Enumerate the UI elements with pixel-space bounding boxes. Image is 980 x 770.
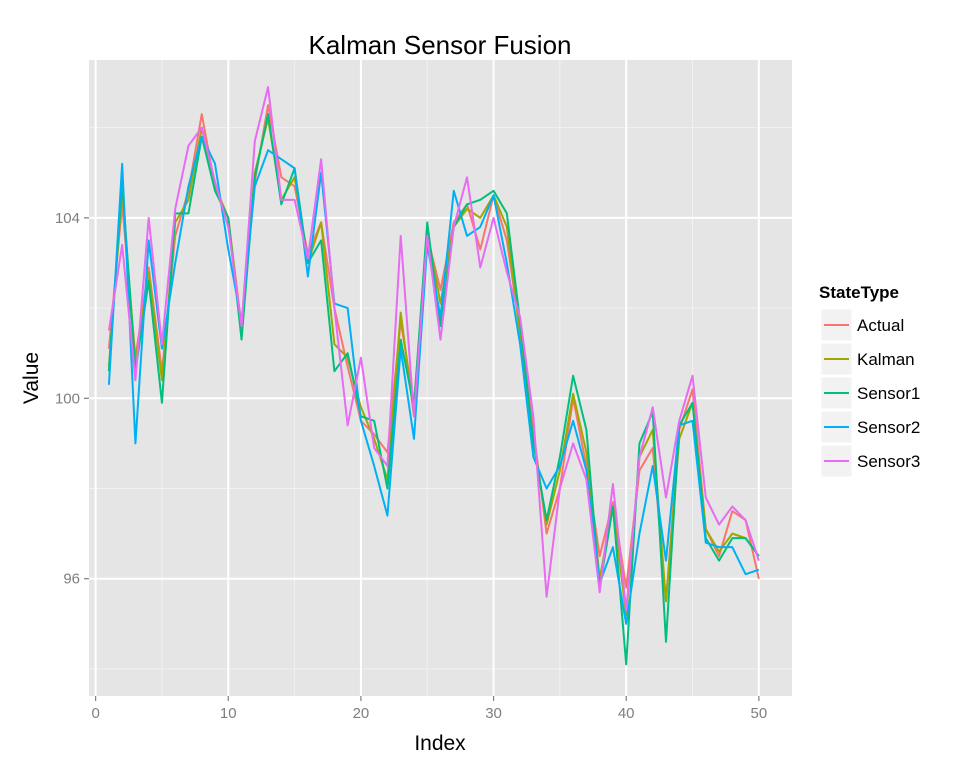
y-tick-label: 96 — [63, 571, 80, 588]
legend-label-sensor1: Sensor1 — [857, 384, 920, 403]
x-tick-label: 0 — [91, 705, 99, 722]
legend-label-actual: Actual — [857, 316, 904, 335]
series-layer — [107, 86, 760, 666]
x-tick-label: 30 — [485, 705, 502, 722]
grid-major — [89, 60, 792, 696]
x-tick-label: 50 — [750, 705, 767, 722]
x-axis-title: Index — [414, 732, 466, 755]
legend-label-sensor2: Sensor2 — [857, 418, 920, 437]
x-axis-ticks: 0 10 20 30 40 50 — [91, 696, 767, 722]
x-tick-label: 20 — [353, 705, 370, 722]
y-axis-ticks: 96 100 104 — [55, 210, 89, 588]
y-tick-label: 100 — [55, 390, 80, 407]
y-tick-label: 104 — [55, 210, 80, 227]
panel-background — [89, 60, 792, 696]
x-tick-label: 40 — [618, 705, 635, 722]
legend: StateType Actual Kalman Sensor1 Sensor2 Sens… — [819, 283, 920, 478]
legend-label-sensor3: Sensor3 — [857, 452, 920, 471]
legend-label-kalman: Kalman — [857, 350, 915, 369]
y-axis-title: Value — [20, 352, 43, 404]
legend-title: StateType — [819, 283, 899, 302]
series-line-sensor3 — [107, 86, 760, 612]
x-tick-label: 10 — [220, 705, 237, 722]
chart-title: Kalman Sensor Fusion — [308, 30, 571, 60]
